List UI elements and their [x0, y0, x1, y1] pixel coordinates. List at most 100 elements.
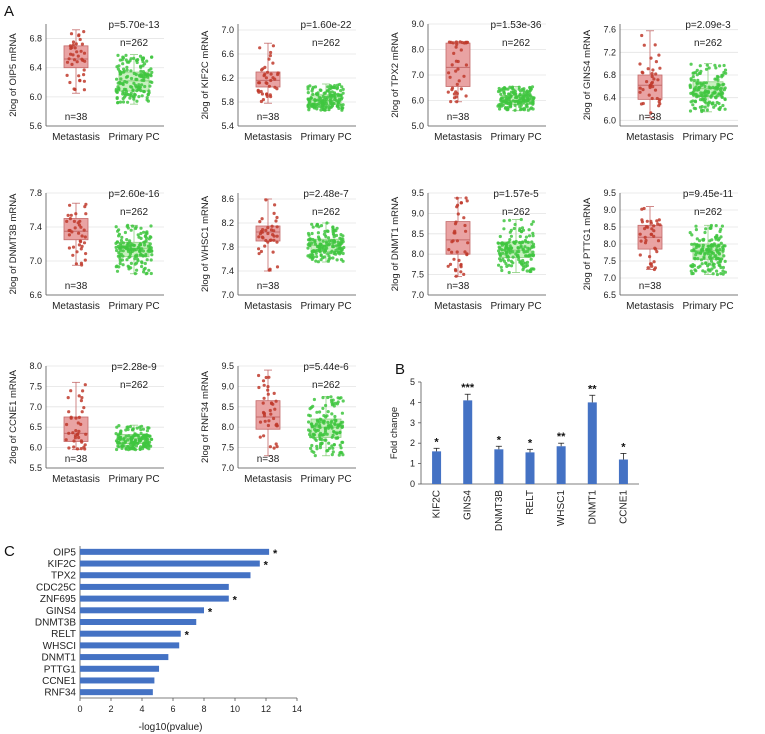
data-point: [128, 252, 132, 256]
x-tick-label: CCNE1: [618, 490, 629, 524]
data-point: [83, 443, 87, 447]
data-point: [121, 254, 125, 258]
data-point: [504, 87, 508, 91]
data-point: [318, 446, 322, 450]
data-point: [313, 85, 318, 89]
bar-relt: [80, 630, 181, 637]
data-point: [275, 87, 279, 91]
data-point: [518, 234, 522, 239]
data-point: [524, 240, 528, 244]
data-point: [339, 396, 343, 400]
data-point: [334, 233, 339, 238]
data-point: [120, 235, 124, 239]
y-axis-label: 2log of KIF2C mRNA: [200, 30, 211, 119]
data-point: [690, 242, 694, 246]
data-point: [126, 100, 130, 104]
data-point: [517, 85, 521, 89]
data-point: [149, 224, 153, 228]
data-point: [453, 222, 458, 226]
data-point: [339, 89, 343, 93]
data-point: [519, 103, 523, 107]
y-tick-label: GINS4: [46, 606, 76, 617]
data-point: [512, 88, 516, 92]
data-point: [135, 433, 139, 437]
data-point: [123, 230, 127, 235]
data-point: [341, 251, 345, 256]
data-point: [719, 272, 723, 276]
data-point: [531, 98, 535, 102]
data-point: [319, 224, 324, 228]
data-point: [707, 66, 711, 70]
data-point: [149, 258, 153, 262]
data-point: [715, 269, 719, 273]
data-point: [144, 231, 148, 235]
data-point: [82, 51, 87, 55]
data-point: [638, 62, 642, 66]
data-point: [713, 235, 718, 239]
boxplot-oip5: 5.6 6.0 6.4 6.8 2log of OIP5 mRNA p=5.70e-13 n…: [8, 20, 164, 143]
data-point: [506, 254, 510, 258]
y-tick-label: 6.4: [603, 93, 616, 103]
data-point: [695, 73, 699, 77]
data-point: [326, 420, 330, 424]
data-point: [645, 80, 649, 84]
data-point: [698, 105, 703, 109]
data-point: [640, 207, 644, 211]
boxplot-dnmt1: 7.0 7.5 8.0 8.5 9.0 9.5 2log of DNMT1 mRNA p=1.…: [390, 188, 546, 312]
data-point: [459, 201, 463, 205]
data-point: [702, 237, 706, 241]
data-point: [722, 254, 726, 258]
data-point: [511, 255, 515, 259]
y-tick-label: 8.0: [411, 45, 424, 55]
data-point: [141, 75, 145, 79]
data-point: [67, 57, 71, 61]
y-tick-label: 2: [410, 438, 415, 448]
panel-label-c: C: [4, 543, 15, 560]
y-tick-label: 6.6: [29, 290, 42, 300]
n-label-metastasis: n=38: [257, 454, 280, 465]
x-tick-label: Primary PC: [300, 474, 351, 485]
data-point: [79, 261, 83, 265]
data-point: [333, 84, 337, 88]
data-point: [335, 86, 340, 90]
data-point: [144, 234, 148, 238]
data-point: [114, 432, 118, 436]
data-point: [342, 245, 346, 250]
y-tick-label: 5.4: [221, 121, 234, 131]
data-point: [115, 269, 120, 273]
data-point: [713, 254, 717, 259]
data-point: [524, 254, 528, 258]
data-point: [267, 57, 271, 61]
data-point: [121, 100, 126, 104]
data-point: [114, 225, 118, 229]
data-point: [531, 231, 535, 235]
data-point: [314, 98, 318, 102]
data-point: [116, 434, 120, 438]
data-point: [326, 410, 330, 414]
data-point: [78, 79, 82, 83]
data-point: [135, 254, 139, 259]
data-point: [717, 257, 721, 261]
data-point: [135, 77, 139, 82]
data-point: [137, 87, 141, 91]
data-point: [330, 453, 334, 457]
data-point: [147, 68, 151, 72]
data-point: [717, 92, 721, 96]
y-tick-label: 6.5: [603, 290, 616, 300]
data-point: [309, 405, 313, 410]
data-point: [693, 268, 697, 272]
data-point: [64, 438, 68, 442]
data-point: [84, 212, 88, 216]
data-point: [124, 428, 128, 432]
data-point: [690, 233, 694, 237]
data-point: [528, 89, 532, 93]
data-point: [116, 244, 120, 249]
y-tick-label: 9.5: [411, 188, 424, 198]
data-point: [338, 443, 342, 447]
data-point: [718, 229, 722, 234]
data-point: [260, 92, 264, 96]
data-point: [129, 76, 134, 81]
data-point: [274, 399, 278, 403]
data-point: [463, 250, 467, 254]
